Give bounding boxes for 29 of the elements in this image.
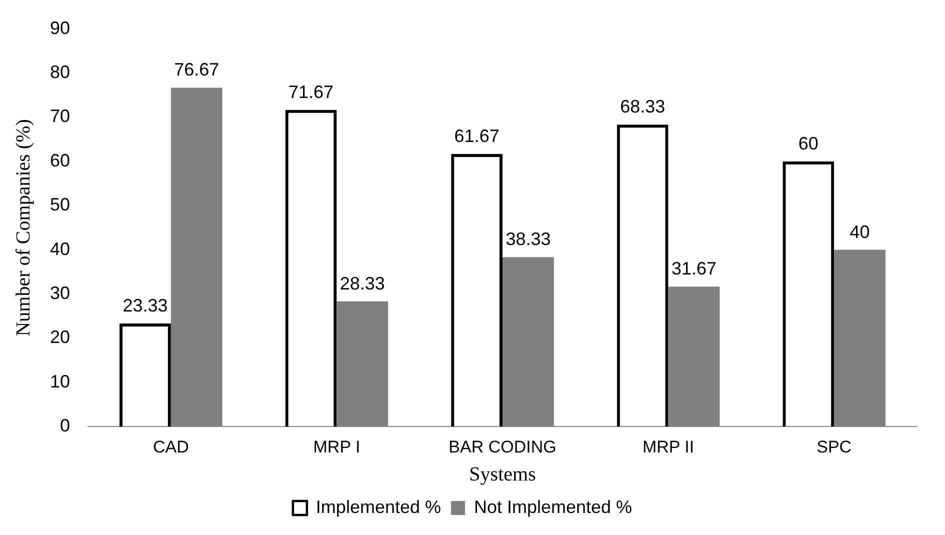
- y-tick-label: 30: [50, 282, 70, 303]
- x-axis-title: Systems: [469, 463, 536, 486]
- data-label: 40: [850, 222, 870, 242]
- x-tick-label: CAD: [152, 437, 189, 456]
- y-tick-label: 80: [50, 62, 70, 82]
- data-label: 31.67: [671, 258, 717, 279]
- legend-label: Implemented %: [316, 496, 441, 517]
- y-tick-label: 90: [50, 18, 70, 38]
- y-tick-label: 20: [50, 327, 70, 348]
- y-tick-label: 0: [60, 416, 70, 436]
- data-label: 28.33: [340, 273, 385, 294]
- y-tick-label: 40: [50, 238, 70, 259]
- x-tick-label: MRP II: [642, 437, 694, 456]
- y-axis-title: Number of Companies (%): [12, 119, 34, 336]
- y-tick-label: 10: [50, 371, 70, 392]
- data-label: 60: [798, 133, 818, 154]
- data-label: 76.67: [174, 60, 220, 80]
- y-tick-label: 60: [50, 150, 70, 170]
- data-label: 68.33: [620, 96, 666, 117]
- x-tick-label: BAR CODING: [448, 437, 556, 456]
- legend-label: Not Implemented %: [474, 496, 632, 517]
- data-label: 23.33: [122, 295, 168, 316]
- data-label: 61.67: [454, 126, 500, 146]
- data-label: 38.33: [506, 229, 551, 250]
- x-tick-label: MRP I: [313, 437, 360, 456]
- y-tick-label: 50: [50, 194, 70, 215]
- data-label: 71.67: [288, 82, 334, 102]
- x-tick-label: SPC: [816, 437, 852, 456]
- y-tick-label: 70: [50, 106, 70, 126]
